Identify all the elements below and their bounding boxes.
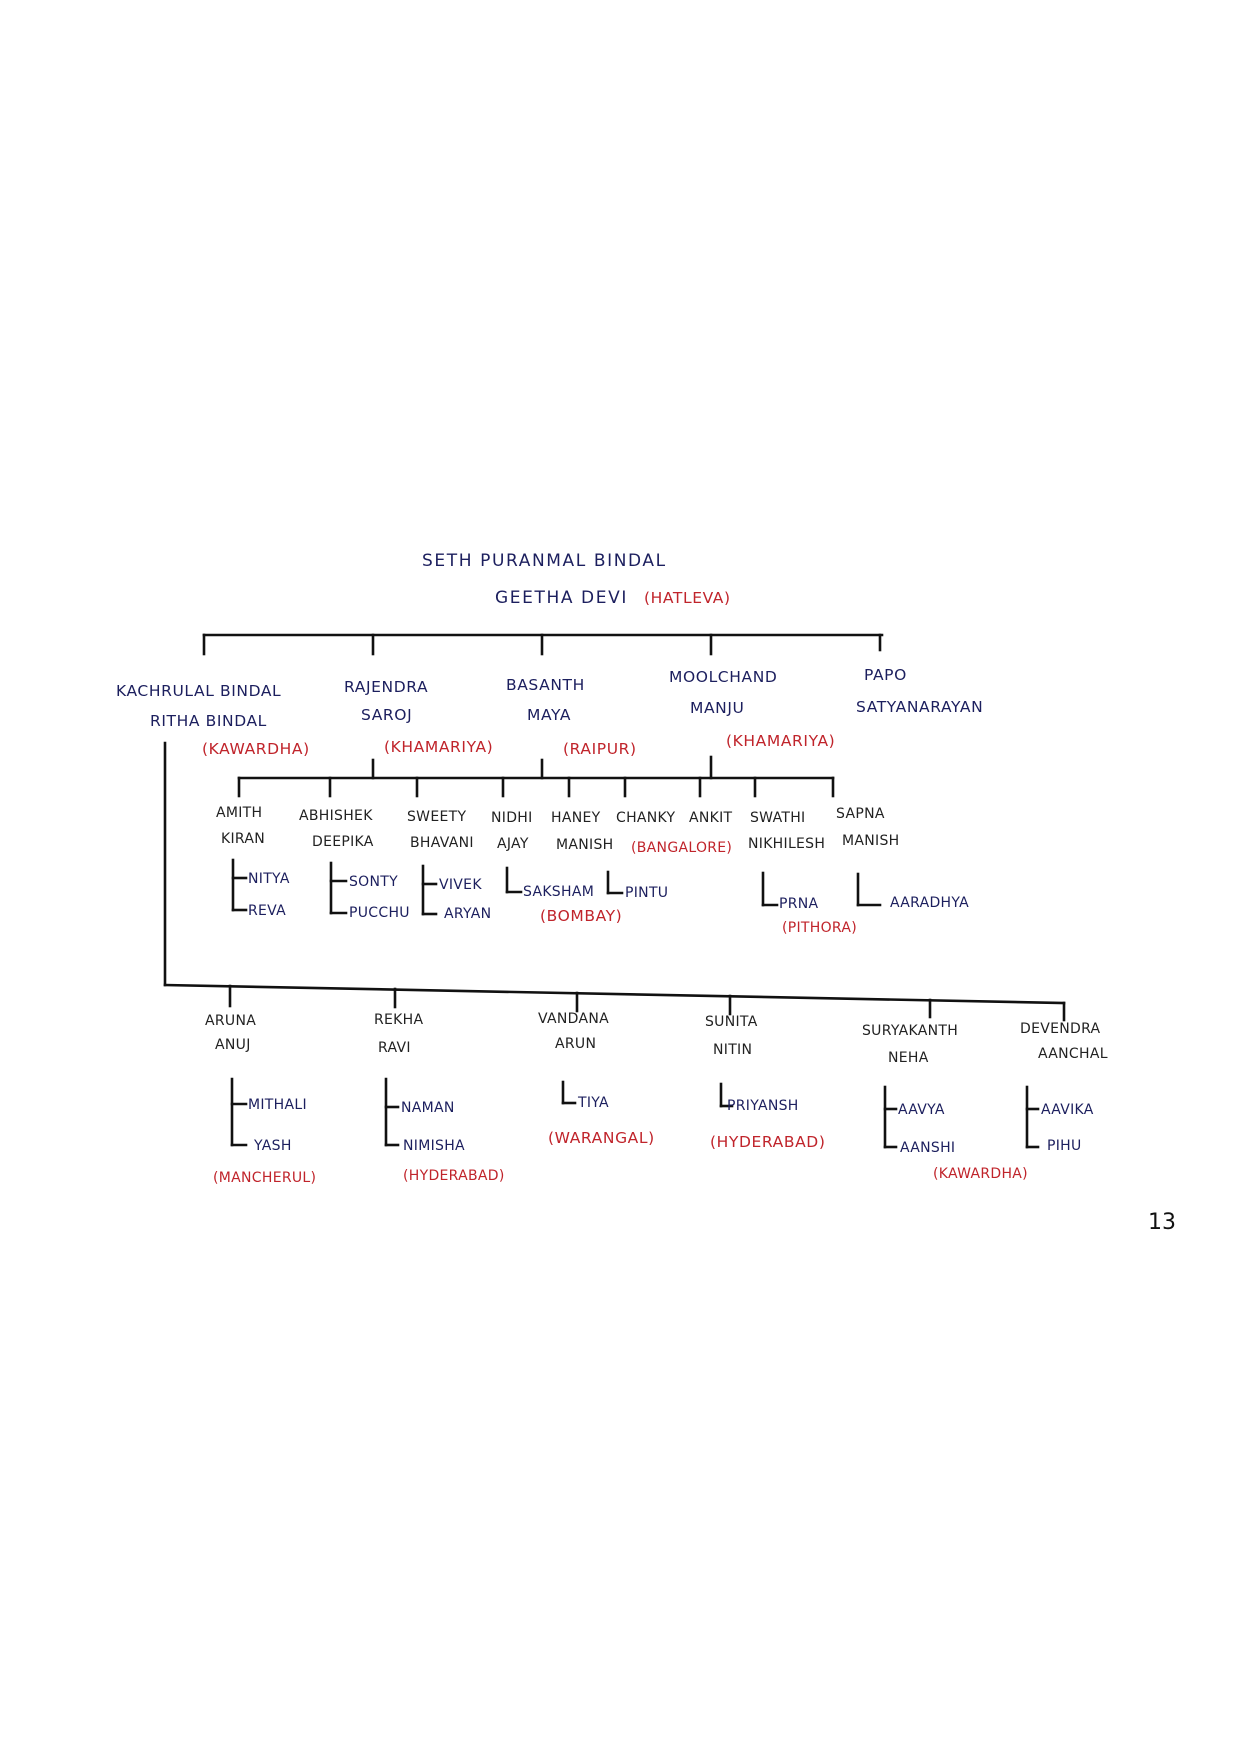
manish-name-sapna: MANISH xyxy=(842,833,899,849)
gen2-rajendra-wife: SAROJ xyxy=(361,706,412,724)
devendra-name: DEVENDRA xyxy=(1020,1021,1101,1037)
suryakanth-name: SURYAKANTH xyxy=(862,1023,958,1039)
aanchal-name: AANCHAL xyxy=(1038,1046,1108,1062)
nimisha-name: NIMISHA xyxy=(403,1138,465,1154)
gen2-kachrulal-husband: KACHRULAL BINDAL xyxy=(116,682,281,700)
root-couple: SETH PURANMAL BINDAL GEETHA DEVI (HATLEV… xyxy=(422,551,731,608)
tree-connectors xyxy=(163,633,1066,1149)
gen2-basanth-wife: MAYA xyxy=(527,706,571,724)
gen2-kachrulal-place: (KAWARDHA) xyxy=(202,740,310,758)
generation-3-bottom: ARUNA ANUJ MITHALI YASH (MANCHERUL) REKH… xyxy=(205,1011,1108,1186)
rekha-name: REKHA xyxy=(374,1012,423,1028)
sonty-name: SONTY xyxy=(349,874,398,890)
pihu-name: PIHU xyxy=(1047,1138,1082,1154)
vivek-name: VIVEK xyxy=(439,877,482,893)
kawardha-place-bottom: (KAWARDHA) xyxy=(933,1166,1028,1182)
hyderabad-place-sunita: (HYDERABAD) xyxy=(710,1133,825,1151)
generation-3-middle: AMITH KIRAN NITYA REVA ABHISHEK DEEPIKA … xyxy=(216,805,969,936)
gen2-moolchand-wife: MANJU xyxy=(690,699,745,717)
hyderabad-place-rekha: (HYDERABAD) xyxy=(403,1168,505,1184)
deepika-name: DEEPIKA xyxy=(312,834,374,850)
anuj-name: ANUJ xyxy=(215,1037,251,1053)
abhishek-name: ABHISHEK xyxy=(299,808,373,824)
generation-2: KACHRULAL BINDAL RITHA BINDAL (KAWARDHA)… xyxy=(116,666,983,758)
arun-name: ARUN xyxy=(555,1036,596,1052)
aanshi-name: AANSHI xyxy=(900,1140,955,1156)
reva-name: REVA xyxy=(248,903,286,919)
chanky-name: CHANKY xyxy=(616,810,676,826)
root-wife: GEETHA DEVI xyxy=(495,588,628,608)
bhavani-name: BHAVANI xyxy=(410,835,474,851)
yash-name: YASH xyxy=(253,1138,292,1154)
page-number: 13 xyxy=(1148,1210,1176,1235)
ankit-name: ANKIT xyxy=(689,810,733,826)
mancherul-place: (MANCHERUL) xyxy=(213,1170,316,1186)
naman-name: NAMAN xyxy=(401,1100,455,1116)
neha-name: NEHA xyxy=(888,1050,929,1066)
ravi-name: RAVI xyxy=(378,1040,411,1056)
priyansh-name: PRIYANSH xyxy=(727,1098,799,1114)
mithali-name: MITHALI xyxy=(248,1097,307,1113)
bangalore-place: (BANGALORE) xyxy=(631,840,732,856)
saksham-name: SAKSHAM xyxy=(523,884,594,900)
gen2-papo-wife: SATYANARAYAN xyxy=(856,698,983,716)
pucchu-name: PUCCHU xyxy=(349,905,410,921)
swathi-name: SWATHI xyxy=(750,810,805,826)
nikhilesh-name: NIKHILESH xyxy=(748,836,825,852)
gen2-kachrulal-wife: RITHA BINDAL xyxy=(150,712,267,730)
aaradhya-name: AARADHYA xyxy=(890,895,969,911)
pithora-place: (PITHORA) xyxy=(782,920,857,936)
root-place: (HATLEVA) xyxy=(644,589,731,607)
prna-name: PRNA xyxy=(779,896,819,912)
nitya-name: NITYA xyxy=(248,871,290,887)
tiya-name: TIYA xyxy=(577,1095,609,1111)
bombay-place: (BOMBAY) xyxy=(540,907,622,925)
sweety-name: SWEETY xyxy=(407,809,466,825)
warangal-place: (WARANGAL) xyxy=(548,1129,655,1147)
kiran-name: KIRAN xyxy=(221,831,265,847)
gen2-rajendra-husband: RAJENDRA xyxy=(344,678,428,696)
nidhi-name: NIDHI xyxy=(491,810,533,826)
gen2-rajendra-place: (KHAMARIYA) xyxy=(384,738,493,756)
ajay-name: AJAY xyxy=(497,836,529,852)
vandana-name: VANDANA xyxy=(538,1011,609,1027)
gen2-moolchand-husband: MOOLCHAND xyxy=(669,668,777,686)
aavika-name: AAVIKA xyxy=(1041,1102,1094,1118)
gen2-moolchand-place: (KHAMARIYA) xyxy=(726,732,835,750)
manish-name-haney: MANISH xyxy=(556,837,613,853)
aryan-name: ARYAN xyxy=(444,906,491,922)
amith-name: AMITH xyxy=(216,805,262,821)
aruna-name: ARUNA xyxy=(205,1013,256,1029)
haney-name: HANEY xyxy=(551,810,601,826)
gen2-basanth-place: (RAIPUR) xyxy=(563,740,637,758)
root-husband: SETH PURANMAL BINDAL xyxy=(422,551,667,571)
sunita-name: SUNITA xyxy=(705,1014,758,1030)
aavya-name: AAVYA xyxy=(898,1102,945,1118)
nitin-name: NITIN xyxy=(713,1042,752,1058)
sapna-name: SAPNA xyxy=(836,806,885,822)
pintu-name: PINTU xyxy=(625,885,668,901)
gen2-papo-husband: PAPO xyxy=(864,666,907,684)
bottom-sibling-bar xyxy=(163,983,1066,1005)
gen2-basanth-husband: BASANTH xyxy=(506,676,585,694)
